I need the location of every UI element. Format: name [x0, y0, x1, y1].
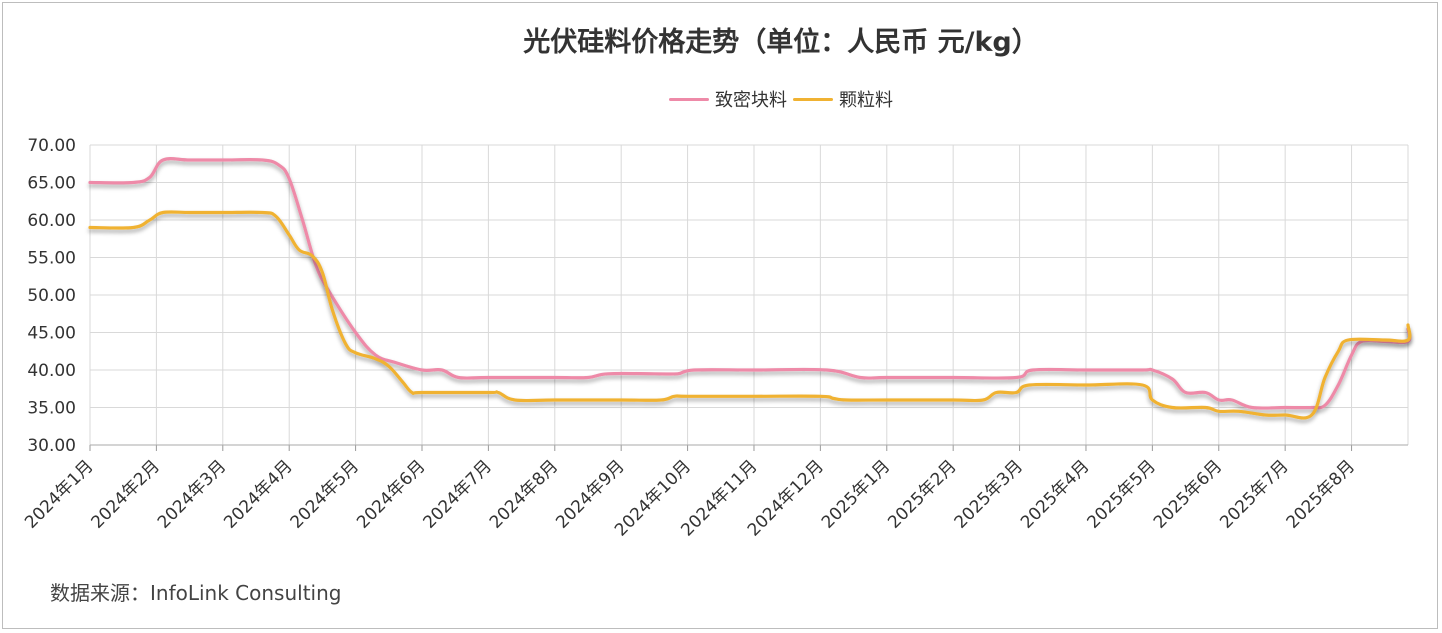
- y-tick-label: 35.00: [27, 399, 76, 419]
- legend-swatch-dense: [669, 97, 709, 101]
- y-tick-label: 40.00: [27, 361, 76, 381]
- series-lines: [88, 157, 1412, 420]
- series-line-dense-block[interactable]: [88, 157, 1412, 410]
- x-tick-label: 2024年4月: [220, 456, 296, 532]
- x-tick-label: 2025年2月: [884, 456, 960, 532]
- x-tick-label: 2024年1月: [21, 456, 97, 532]
- x-tick-label: 2025年6月: [1150, 456, 1226, 532]
- y-tick-label: 60.00: [27, 211, 76, 231]
- legend-swatch-granular: [793, 97, 833, 101]
- x-tick-label: 2025年4月: [1017, 456, 1093, 532]
- y-tick-label: 45.00: [27, 324, 76, 344]
- x-tick-label: 2024年2月: [87, 456, 163, 532]
- x-tick-label: 2024年6月: [353, 456, 429, 532]
- x-tick-label: 2025年8月: [1283, 456, 1359, 532]
- chart-legend: 致密块料 颗粒料: [0, 86, 1442, 112]
- legend-label-granular: 颗粒料: [839, 90, 893, 111]
- x-tick-label: 2024年8月: [486, 456, 562, 532]
- y-tick-label: 55.00: [27, 249, 76, 269]
- x-tick-label: 2025年7月: [1216, 456, 1292, 532]
- x-tick-label: 2025年3月: [951, 456, 1027, 532]
- y-tick-label: 70.00: [27, 136, 76, 156]
- legend-item-dense[interactable]: 致密块料: [669, 86, 787, 112]
- x-tick-label: 2025年5月: [1083, 456, 1159, 532]
- legend-label-dense: 致密块料: [715, 90, 787, 111]
- x-tick-label: 2025年1月: [818, 456, 894, 532]
- axes: 30.00 35.00 40.00 45.00 50.00 55.00 60.00 65.00…: [21, 136, 1408, 540]
- grid-lines: [89, 144, 1409, 446]
- y-tick-label: 50.00: [27, 286, 76, 306]
- x-tick-label: 2024年5月: [287, 456, 363, 532]
- y-tick-label: 65.00: [27, 174, 76, 194]
- x-tick-label: 2024年3月: [154, 456, 230, 532]
- x-tick-label: 2024年7月: [419, 456, 495, 532]
- y-tick-label: 30.00: [27, 436, 76, 456]
- series-line-granular[interactable]: [88, 210, 1412, 420]
- legend-item-granular[interactable]: 颗粒料: [793, 86, 893, 112]
- data-source-note: 数据来源：InfoLink Consulting: [50, 581, 342, 605]
- chart-title: 光伏硅料价格走势（单位：人民币 元/kg）: [523, 27, 1039, 58]
